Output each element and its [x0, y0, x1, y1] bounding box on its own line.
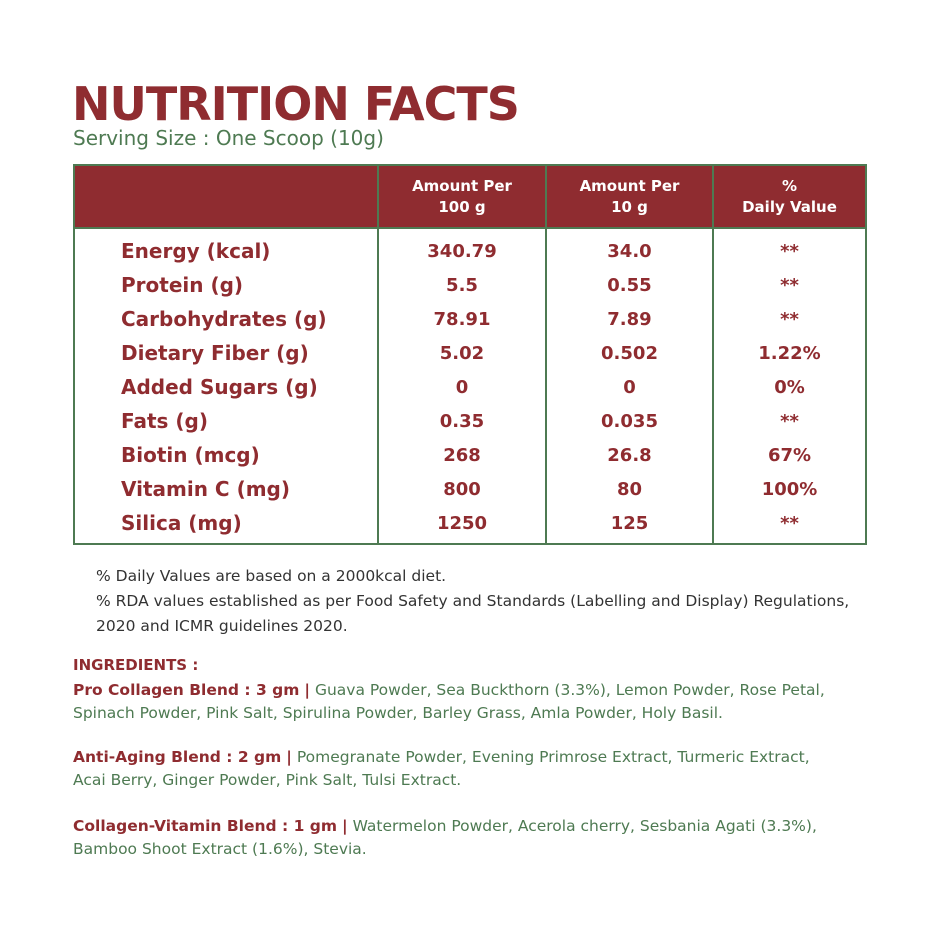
table-header: Amount Per 100 g Amount Per 10 g % Daily…: [75, 166, 865, 227]
header-divider: [75, 227, 865, 229]
amount-per-10g: 0.502: [601, 342, 658, 364]
table-row: Vitamin C (mg) 800 80 100%: [75, 472, 865, 506]
nutrient-name: Silica (mg): [121, 511, 242, 535]
nutrient-name: Fats (g): [121, 409, 209, 433]
page-title: NUTRITION FACTS: [72, 77, 520, 131]
daily-value: **: [780, 308, 799, 330]
blend-ingredients: Watermelon Powder, Acerola cherry, Sesba…: [352, 817, 817, 835]
header-line: 10 g: [611, 197, 648, 216]
blend-separator: |: [341, 817, 348, 835]
table-row: Carbohydrates (g) 78.91 7.89 **: [75, 302, 865, 336]
amount-per-10g: 0.55: [607, 274, 652, 296]
blend-line: Collagen-Vitamin Blend : 1 gm | Watermel…: [73, 815, 873, 838]
blend-name: Anti-Aging Blend : 2 gm: [73, 748, 282, 766]
amount-per-10g: 26.8: [607, 444, 652, 466]
amount-per-10g: 80: [616, 478, 643, 500]
serving-size: Serving Size : One Scoop (10g): [73, 126, 384, 150]
header-line: 100 g: [438, 197, 486, 216]
amount-per-100g: 0: [455, 376, 469, 398]
table-row: Biotin (mcg) 268 26.8 67%: [75, 438, 865, 472]
header-daily-value: % Daily Value: [714, 166, 865, 227]
blend-name: Pro Collagen Blend : 3 gm: [73, 681, 300, 699]
blend-line: Pro Collagen Blend : 3 gm | Guava Powder…: [73, 679, 873, 702]
amount-per-100g: 268: [443, 444, 481, 466]
blend-anti-aging: Anti-Aging Blend : 2 gm | Pomegranate Po…: [73, 746, 873, 792]
header-line: Amount Per: [579, 176, 680, 195]
column-divider: [377, 166, 379, 543]
table-row: Fats (g) 0.35 0.035 **: [75, 404, 865, 438]
daily-value: **: [780, 274, 799, 296]
nutrition-table: Amount Per 100 g Amount Per 10 g % Daily…: [73, 164, 867, 545]
blend-collagen-vitamin: Collagen-Vitamin Blend : 1 gm | Watermel…: [73, 815, 873, 861]
blend-ingredients-continued: Bamboo Shoot Extract (1.6%), Stevia.: [73, 840, 367, 858]
nutrient-name: Protein (g): [121, 273, 244, 297]
header-amount-per-10g: Amount Per 10 g: [547, 166, 712, 227]
amount-per-10g: 0: [623, 376, 636, 398]
nutrient-name: Carbohydrates (g): [121, 307, 327, 331]
blend-line: Anti-Aging Blend : 2 gm | Pomegranate Po…: [73, 746, 873, 769]
blend-name: Collagen-Vitamin Blend : 1 gm: [73, 817, 338, 835]
blend-ingredients-continued: Acai Berry, Ginger Powder, Pink Salt, Tu…: [73, 771, 462, 789]
amount-per-100g: 78.91: [433, 308, 491, 330]
amount-per-10g: 7.89: [607, 308, 652, 330]
column-divider: [545, 166, 547, 543]
footnote-line: 2020 and ICMR guidelines 2020.: [96, 617, 348, 635]
amount-per-100g: 340.79: [427, 240, 497, 262]
nutrient-name: Added Sugars (g): [121, 375, 318, 399]
amount-per-100g: 0.35: [439, 410, 485, 432]
footnote-line: % Daily Values are based on a 2000kcal d…: [96, 567, 447, 585]
blend-ingredients: Pomegranate Powder, Evening Primrose Ext…: [296, 748, 810, 766]
daily-value: 67%: [767, 444, 812, 466]
nutrient-name: Energy (kcal): [121, 239, 271, 263]
blend-separator: |: [286, 748, 292, 766]
table-row: Protein (g) 5.5 0.55 **: [75, 268, 865, 302]
header-amount-per-100g: Amount Per 100 g: [379, 166, 545, 227]
daily-value: 0%: [774, 376, 805, 398]
footnotes: % Daily Values are based on a 2000kcal d…: [96, 564, 876, 639]
nutrient-name: Dietary Fiber (g): [121, 341, 309, 365]
footnote-line: % RDA values established as per Food Saf…: [96, 592, 850, 610]
amount-per-10g: 125: [610, 512, 649, 534]
blend-pro-collagen: Pro Collagen Blend : 3 gm | Guava Powder…: [73, 679, 873, 725]
daily-value: **: [780, 240, 799, 262]
header-line: Daily Value: [742, 197, 837, 216]
amount-per-10g: 0.035: [601, 410, 658, 432]
table-row: Added Sugars (g) 0 0 0%: [75, 370, 865, 404]
header-line: %: [781, 176, 798, 195]
daily-value: 1.22%: [758, 342, 821, 364]
amount-per-100g: 1250: [436, 512, 488, 534]
table-row: Energy (kcal) 340.79 34.0 **: [75, 234, 865, 268]
daily-value: **: [780, 512, 799, 534]
amount-per-100g: 5.02: [439, 342, 485, 364]
ingredients-heading: INGREDIENTS :: [73, 656, 199, 674]
amount-per-100g: 5.5: [446, 274, 478, 296]
amount-per-10g: 34.0: [607, 240, 652, 262]
amount-per-100g: 800: [443, 478, 481, 500]
table-row: Dietary Fiber (g) 5.02 0.502 1.22%: [75, 336, 865, 370]
column-divider: [712, 166, 714, 543]
daily-value: 100%: [761, 478, 818, 500]
blend-separator: |: [304, 681, 310, 699]
table-row: Silica (mg) 1250 125 **: [75, 506, 865, 540]
blend-ingredients: Guava Powder, Sea Buckthorn (3.3%), Lemo…: [314, 681, 825, 699]
blend-ingredients-continued: Spinach Powder, Pink Salt, Spirulina Pow…: [73, 704, 723, 722]
header-line: Amount Per: [412, 176, 512, 195]
nutrient-name: Vitamin C (mg): [121, 477, 291, 501]
daily-value: **: [780, 410, 799, 432]
nutrient-name: Biotin (mcg): [121, 443, 260, 467]
